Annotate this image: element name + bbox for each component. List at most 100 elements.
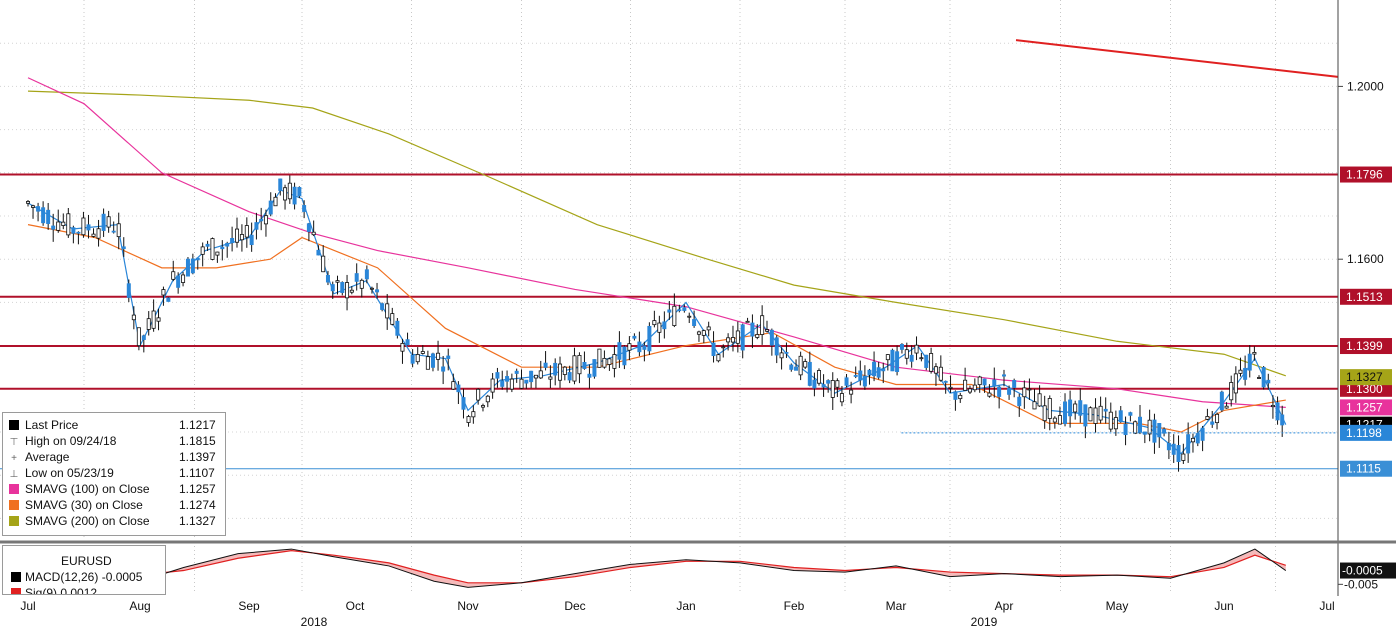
legend-row: ⊤ High on 09/24/18 1.1815 [9, 433, 216, 449]
candle-body [283, 187, 288, 201]
candle-body [1229, 382, 1234, 401]
candle-body [816, 370, 821, 384]
candle-body [166, 297, 171, 302]
candle-body [844, 377, 849, 386]
macd-swatch [11, 572, 21, 582]
candle-body [617, 342, 622, 360]
candle-body [592, 359, 597, 377]
candle-body [335, 280, 340, 283]
candle-body [967, 388, 972, 393]
candle-body [425, 356, 430, 370]
candle-body [156, 317, 161, 322]
candle-body [1219, 391, 1224, 411]
candle-body [789, 364, 794, 370]
legend-value: 1.1257 [179, 482, 216, 496]
candle-body [364, 269, 369, 280]
level-label-bg [1340, 288, 1392, 305]
x-tick-label: Feb [784, 599, 805, 613]
x-year-label: 2019 [971, 615, 998, 629]
candle-body [1078, 400, 1083, 416]
candle-body [637, 341, 642, 353]
candle-body [259, 218, 264, 222]
candle-body [349, 289, 354, 293]
legend-swatch [9, 484, 19, 494]
candle-body [185, 258, 190, 277]
macd-label: MACD(12,26) [25, 570, 99, 584]
candle-body [858, 370, 863, 381]
candle-body [1190, 437, 1195, 443]
candle-body [524, 379, 529, 384]
candle-body [682, 307, 687, 311]
candle-body [230, 238, 235, 244]
macd-line [27, 548, 1287, 588]
candle-body [495, 372, 500, 379]
candle-body [765, 329, 770, 332]
candle-body [375, 289, 380, 293]
candle-body [849, 389, 854, 395]
candle-body [1257, 377, 1262, 379]
candle-body [1128, 412, 1133, 416]
candle-body [909, 354, 914, 362]
candle-body [1057, 415, 1062, 425]
candle-body [480, 405, 485, 408]
candle-body [451, 381, 456, 390]
candle-body [1224, 405, 1229, 409]
candle-body [538, 370, 543, 379]
candle-body [106, 216, 111, 228]
candle-body [779, 352, 784, 359]
candle-body [958, 394, 963, 400]
candle-body [755, 334, 760, 338]
candle-body [41, 207, 46, 224]
signal-value: 0.0012 [60, 586, 98, 595]
candle-body [760, 315, 765, 335]
candle-body [548, 376, 553, 380]
candle-body [943, 380, 948, 383]
candle-body [1108, 411, 1113, 430]
legend-value: 1.1107 [179, 466, 215, 480]
candle-body [677, 309, 682, 312]
price-tag-bg [1340, 369, 1392, 386]
legend-label: Last Price [25, 418, 79, 432]
candle-body [627, 343, 632, 351]
level-label: 1.1513 [1346, 290, 1383, 304]
legend-label: SMAVG (200) on Close [25, 514, 150, 528]
candle-body [872, 361, 877, 377]
legend-label: SMAVG (100) on Close [25, 482, 150, 496]
macd-tick-label: -0.005 [1344, 577, 1378, 591]
x-tick-label: Dec [564, 599, 585, 613]
candle-body [784, 352, 789, 354]
candle-body [1233, 373, 1238, 394]
candle-body [919, 357, 924, 360]
candle-body [1238, 369, 1243, 374]
candle-body [867, 369, 872, 375]
level-label: 1.1300 [1346, 382, 1383, 396]
legend-swatch [9, 420, 19, 430]
candle-body [325, 274, 330, 283]
y-tick-label: 1.1600 [1347, 252, 1384, 266]
candle-body [225, 242, 230, 247]
candle-body [701, 330, 706, 336]
x-tick-label: Jun [1214, 599, 1233, 613]
candle-body [602, 357, 607, 368]
candle-body [876, 367, 881, 378]
macd-legend-row: MACD(12,26) -0.0005 [11, 570, 142, 584]
candle-body [572, 355, 577, 382]
legend-row: SMAVG (100) on Close 1.1257 [9, 481, 216, 497]
candle-body [938, 366, 943, 381]
candle-body [862, 375, 867, 387]
candle-body [835, 380, 840, 388]
candle-body [735, 330, 740, 344]
candle-body [1261, 367, 1266, 388]
candle-body [519, 378, 524, 389]
candle-body [597, 348, 602, 368]
signal-line [27, 549, 1286, 584]
candle-body [562, 366, 567, 375]
candle-body [359, 279, 364, 289]
candle-body [794, 366, 799, 371]
candle-body [181, 274, 186, 283]
candle-body [652, 320, 657, 326]
candle-body [1133, 421, 1138, 434]
candle-body [405, 339, 410, 346]
